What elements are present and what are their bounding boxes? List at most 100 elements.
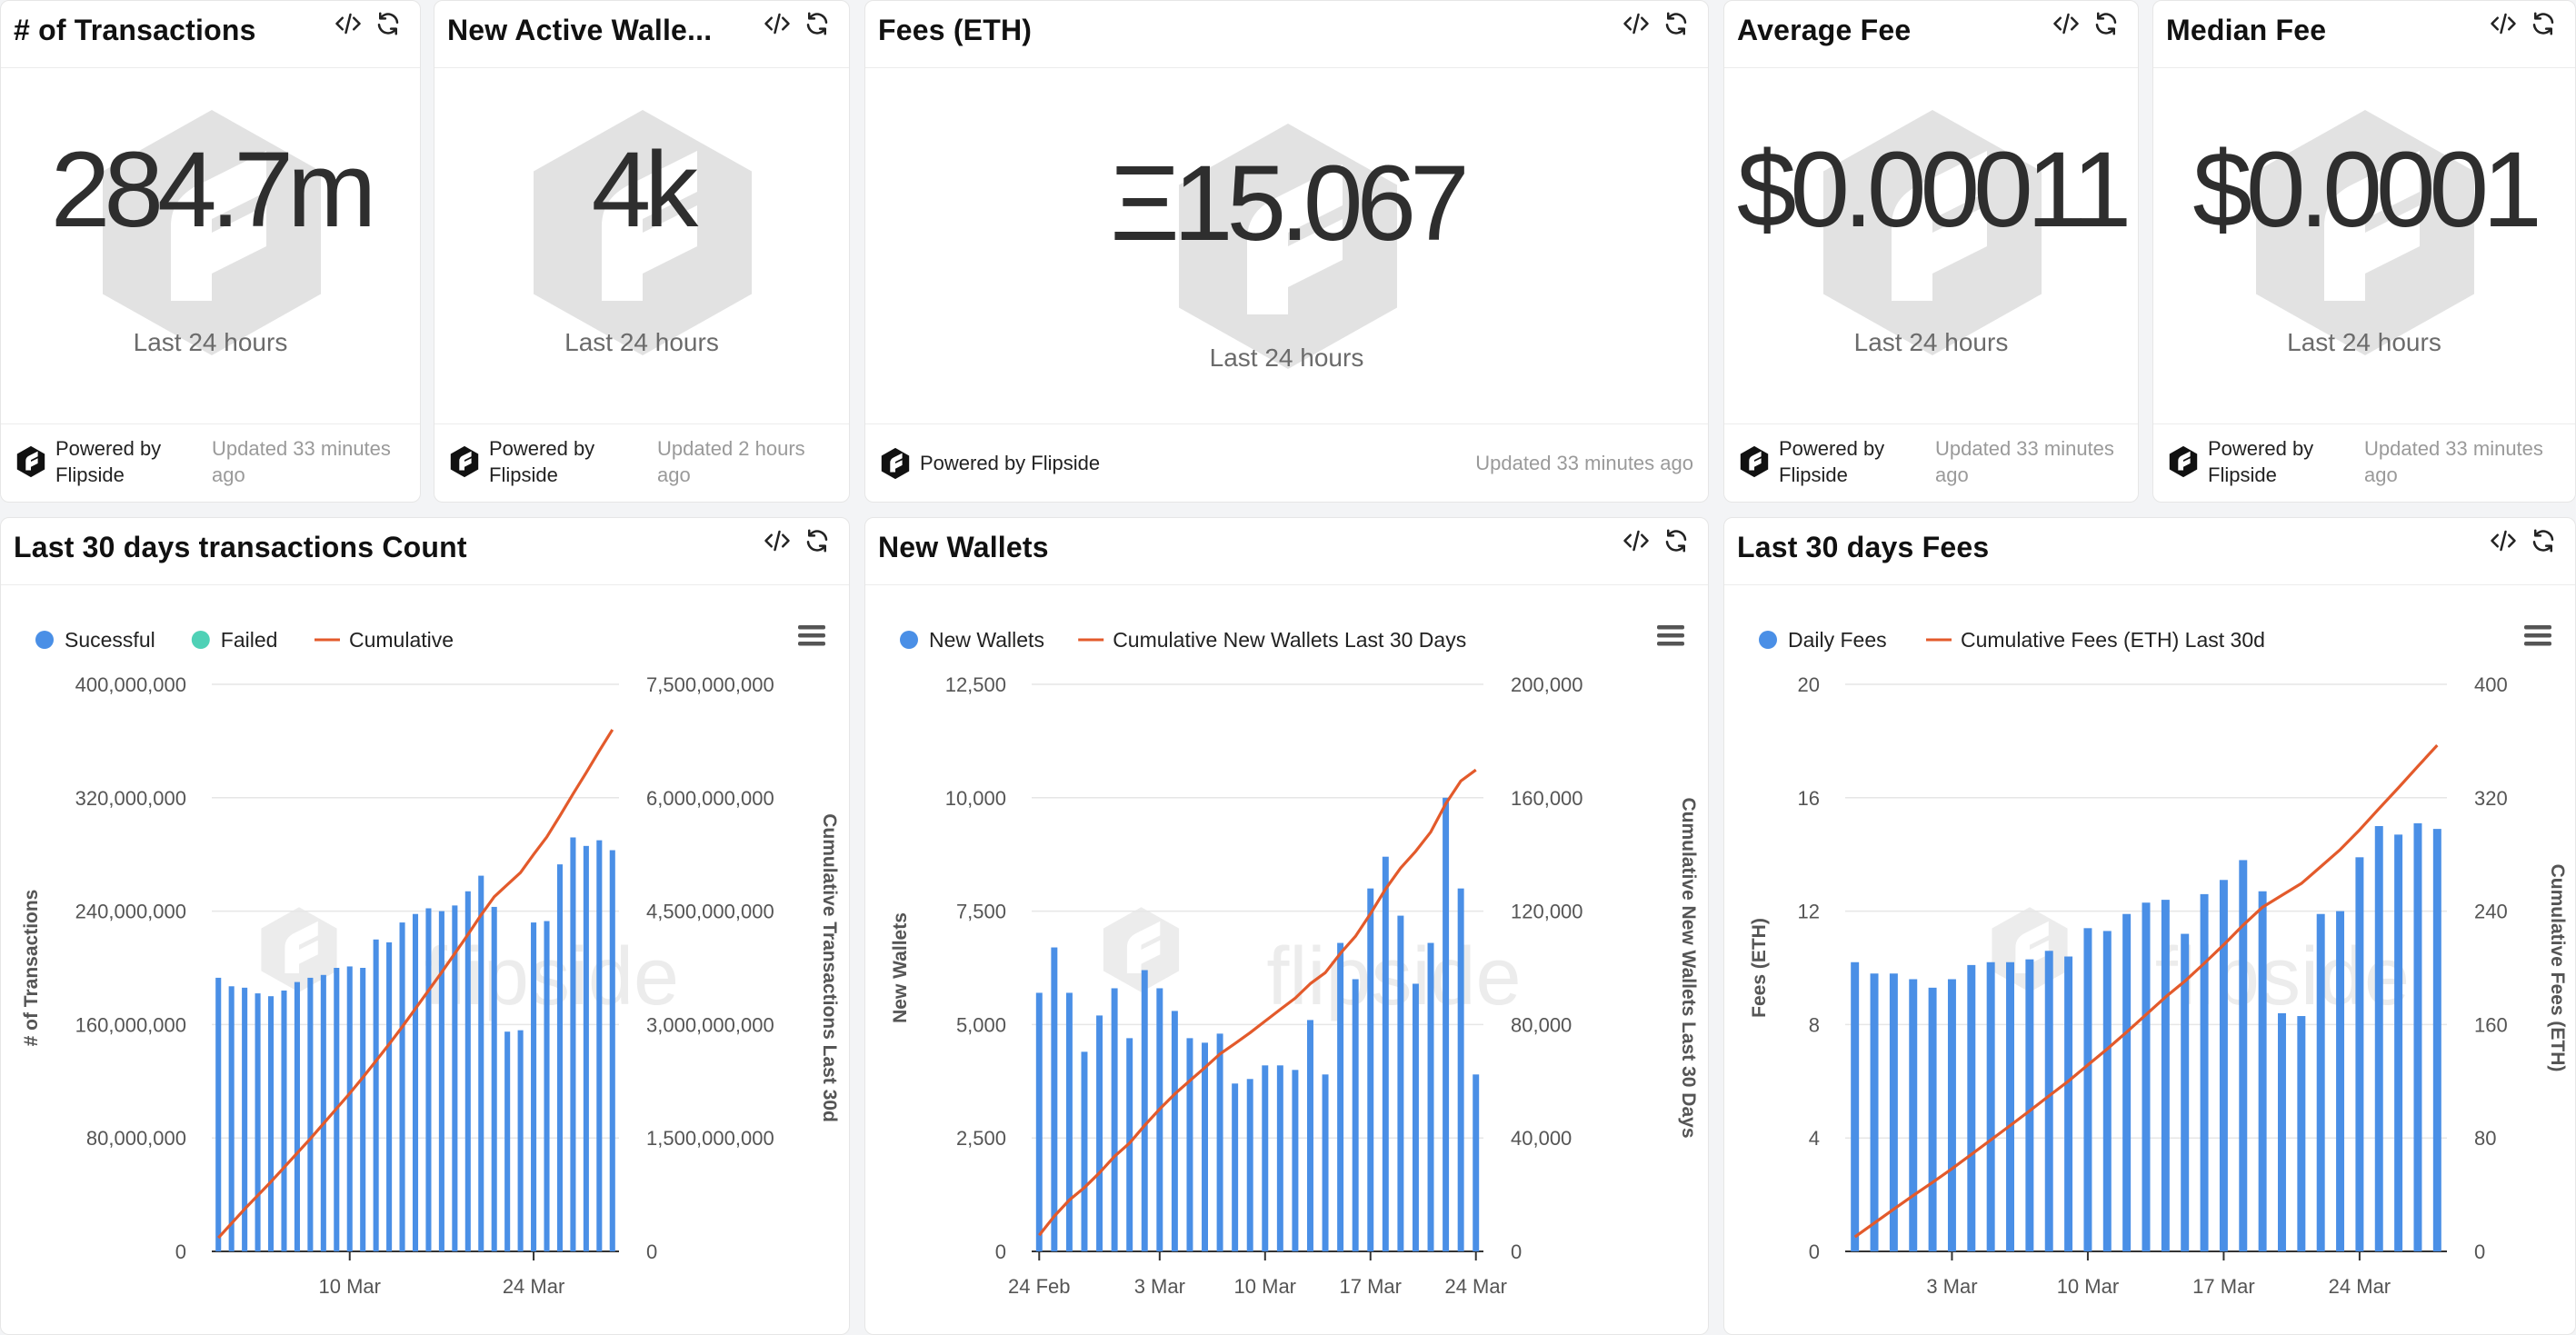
bar[interactable] [1035,992,1043,1251]
bar[interactable] [2316,913,2325,1251]
bar[interactable] [1986,961,1995,1251]
bar[interactable] [2200,893,2209,1251]
refresh-icon[interactable] [2530,527,2557,554]
bar[interactable] [2219,880,2228,1251]
bar[interactable] [1457,888,1464,1251]
hamburger-menu-icon[interactable] [2524,625,2551,646]
bar[interactable] [1276,1065,1283,1251]
bar[interactable] [281,990,287,1251]
refresh-icon[interactable] [804,527,831,554]
bar[interactable] [464,891,471,1251]
bar[interactable] [2413,822,2422,1251]
bar[interactable] [267,996,275,1251]
bar[interactable] [491,906,497,1251]
bar[interactable] [1292,1070,1299,1251]
bar[interactable] [1051,947,1058,1251]
legend-item[interactable]: Cumulative New Wallets Last 30 Days [1078,628,1466,652]
bar[interactable] [2064,956,2073,1251]
bar[interactable] [1851,961,1860,1251]
refresh-icon[interactable] [1662,10,1690,37]
bar[interactable] [1443,797,1450,1251]
bar[interactable] [1081,1051,1088,1251]
bar[interactable] [425,908,432,1251]
bar[interactable] [2394,834,2403,1251]
bar[interactable] [452,905,458,1251]
bar[interactable] [2102,931,2112,1251]
legend-item[interactable]: Sucessful [35,628,155,652]
bar[interactable] [1246,1079,1253,1251]
cumulative-line[interactable] [217,729,614,1240]
legend-item[interactable]: New Wallets [900,628,1044,652]
code-embed-icon[interactable] [1622,10,1650,37]
bar[interactable] [1870,973,1879,1251]
bar[interactable] [2355,857,2364,1251]
bar[interactable] [1967,964,1976,1251]
bar[interactable] [2336,911,2345,1251]
code-embed-icon[interactable] [334,10,362,37]
bar[interactable] [320,974,326,1251]
bar[interactable] [2181,933,2190,1251]
bar[interactable] [2044,951,2053,1251]
powered-by-text[interactable]: Powered by Flipside [55,437,162,486]
bar[interactable] [2432,829,2441,1251]
bar[interactable] [2161,900,2170,1251]
bar[interactable] [228,986,235,1251]
bar[interactable] [1186,1038,1193,1251]
bar[interactable] [1322,1074,1329,1251]
cumulative-line[interactable] [1853,743,2439,1239]
bar[interactable] [1262,1065,1269,1251]
bar[interactable] [2006,961,2015,1251]
bar[interactable] [2239,860,2248,1251]
bar[interactable] [346,966,353,1251]
bar[interactable] [1216,1033,1223,1251]
bar[interactable] [2297,1016,2306,1251]
bar[interactable] [1202,1042,1208,1251]
bar[interactable] [1352,979,1359,1251]
bar[interactable] [2142,902,2151,1251]
bar[interactable] [1889,973,1898,1251]
bar[interactable] [556,864,564,1251]
bar[interactable] [1947,979,1956,1251]
powered-by-text[interactable]: Powered by Flipside [489,437,595,486]
cumulative-line[interactable] [1038,768,1477,1237]
refresh-icon[interactable] [1662,527,1690,554]
bar[interactable] [583,845,589,1251]
bar[interactable] [531,922,537,1251]
hamburger-menu-icon[interactable] [798,625,825,646]
bar[interactable] [1307,1020,1313,1251]
powered-by-text[interactable]: Powered by Flipside [2208,437,2314,486]
powered-by-text[interactable]: Powered by Flipside [920,452,1101,474]
bar[interactable] [544,921,550,1251]
bar[interactable] [242,987,248,1251]
code-embed-icon[interactable] [2052,10,2080,37]
bar[interactable] [517,1030,524,1251]
bar[interactable] [1928,987,1937,1251]
bar[interactable] [1909,979,1918,1251]
bar[interactable] [1382,856,1389,1251]
bar[interactable] [1111,988,1118,1251]
bar[interactable] [255,993,261,1251]
bar[interactable] [2122,913,2132,1251]
bar[interactable] [1156,988,1163,1251]
legend-item[interactable]: Cumulative [315,628,454,652]
refresh-icon[interactable] [374,10,402,37]
bar[interactable] [1141,970,1148,1251]
bar[interactable] [215,977,222,1251]
bar[interactable] [2083,928,2092,1251]
code-embed-icon[interactable] [764,527,791,554]
bar[interactable] [360,968,366,1251]
bar[interactable] [294,981,300,1251]
code-embed-icon[interactable] [1622,527,1650,554]
bar[interactable] [2374,826,2383,1251]
code-embed-icon[interactable] [764,10,791,37]
legend-item[interactable]: Daily Fees [1759,628,1887,652]
bar[interactable] [1171,1011,1178,1251]
bar[interactable] [1367,888,1374,1251]
bar[interactable] [412,913,419,1251]
code-embed-icon[interactable] [2490,10,2517,37]
legend-item[interactable]: Cumulative Fees (ETH) Last 30d [1926,628,2265,652]
bar[interactable] [1065,992,1073,1251]
refresh-icon[interactable] [2530,10,2557,37]
bar[interactable] [1337,942,1344,1251]
refresh-icon[interactable] [2092,10,2120,37]
